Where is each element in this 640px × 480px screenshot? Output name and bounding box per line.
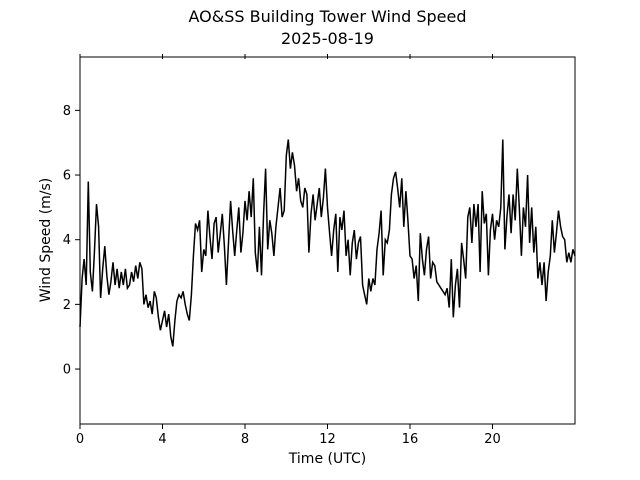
x-axis-ticks: 0 4 8 12 16 20 bbox=[76, 54, 501, 447]
x-tick-label: 20 bbox=[484, 432, 501, 447]
chart-date-subtitle: 2025-08-19 bbox=[281, 29, 374, 48]
chart-title: AO&SS Building Tower Wind Speed bbox=[188, 7, 467, 26]
x-tick-label: 8 bbox=[241, 432, 249, 447]
y-tick-label: 2 bbox=[63, 298, 71, 313]
x-tick-label: 16 bbox=[402, 432, 419, 447]
y-tick-label: 0 bbox=[63, 363, 71, 378]
x-tick-label: 4 bbox=[158, 432, 166, 447]
x-tick-label: 0 bbox=[76, 432, 84, 447]
y-tick-label: 6 bbox=[63, 169, 71, 184]
wind-speed-series-line bbox=[79, 139, 576, 347]
x-axis-label: Time (UTC) bbox=[288, 451, 367, 467]
x-tick-label: 12 bbox=[319, 432, 336, 447]
plot-border bbox=[79, 56, 576, 425]
y-axis-label: Wind Speed (m/s) bbox=[38, 177, 54, 303]
y-tick-label: 8 bbox=[63, 104, 71, 119]
y-axis-ticks: 0 2 4 6 8 bbox=[63, 104, 80, 378]
y-tick-label: 4 bbox=[63, 233, 71, 248]
